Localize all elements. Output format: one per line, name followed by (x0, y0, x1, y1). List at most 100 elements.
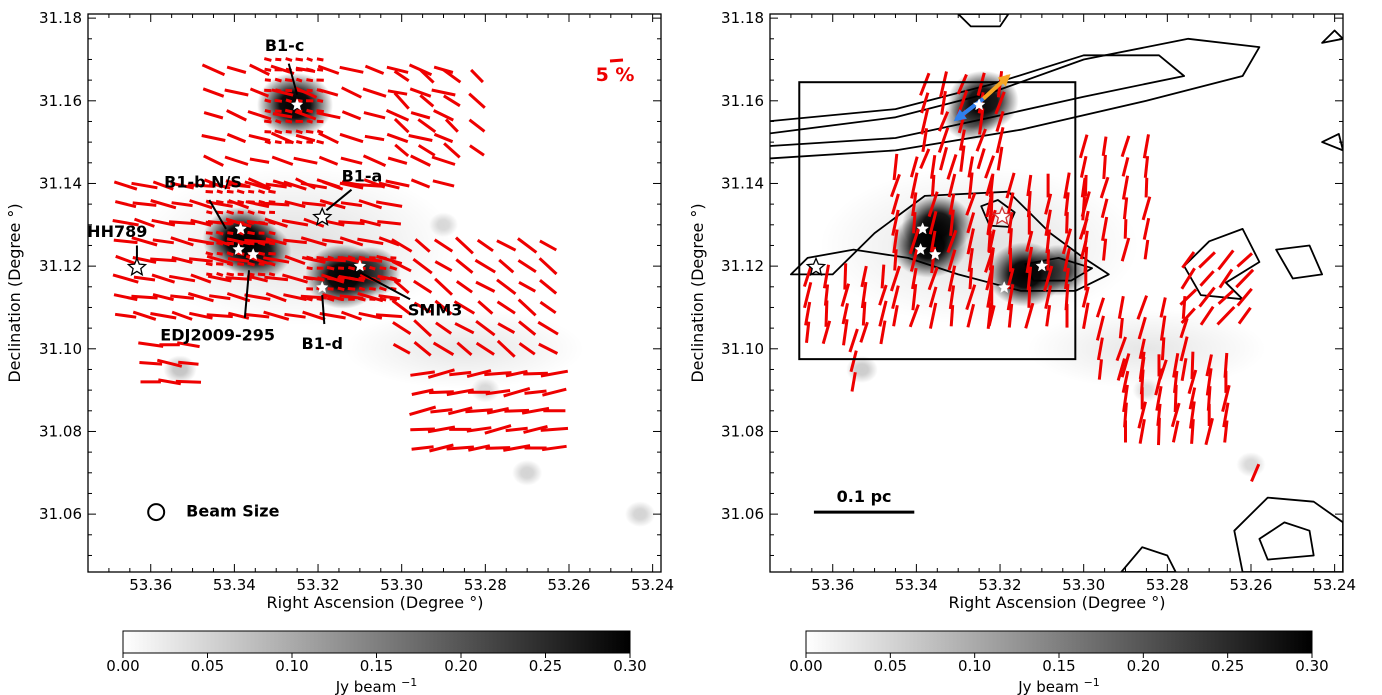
polarization-vector (114, 312, 137, 319)
polarization-vector (272, 112, 293, 119)
polarization-vector (320, 273, 345, 284)
polarization-vector (475, 280, 496, 293)
polarization-vector (190, 218, 212, 227)
right-panel: 53.36 53.34 53.32 53.30 53.28 53.26 53.24 31.06… (688, 9, 1356, 695)
colorbar-tick-label: 0.05 (191, 657, 224, 675)
polarization-vector (518, 320, 537, 336)
polarization-vector (203, 111, 224, 120)
dust-core (512, 459, 543, 486)
polarization-vector (417, 118, 437, 134)
polarization-vector (359, 218, 381, 227)
y-tick-label: 31.06 (39, 505, 82, 523)
polarization-vector (226, 109, 247, 122)
polarization-vector (316, 109, 325, 114)
y-tick-label: 31.10 (721, 340, 764, 358)
polarization-vector (967, 247, 974, 272)
y-tick-label: 31.10 (39, 340, 82, 358)
polarization-vector (156, 358, 183, 368)
polarization-vector (201, 134, 226, 142)
polarization-vector (378, 286, 387, 292)
polarization-vector (1102, 238, 1108, 261)
polarization-vector (1096, 337, 1104, 361)
x-tick-label: 53.36 (811, 576, 854, 594)
polarization-vector (285, 130, 292, 134)
polarization-vector (1141, 196, 1152, 221)
polarization-vector (268, 200, 276, 204)
colorbar-tick-label: 0.00 (789, 657, 822, 675)
polarization-vector (939, 71, 948, 98)
polarization-vector (131, 181, 158, 190)
colorbar-label-exponent: −1 (1084, 676, 1100, 689)
contour-line (1321, 29, 1343, 44)
polarization-vector (274, 129, 283, 135)
polarization-vector (133, 275, 156, 282)
polarization-vector (264, 98, 272, 104)
polarization-vector (357, 237, 384, 246)
y-tick-label: 31.12 (721, 257, 764, 275)
protostar-marker (997, 280, 1011, 294)
polarization-vector (152, 293, 174, 302)
polarization-vector (247, 209, 255, 215)
polarization-vector (446, 445, 475, 451)
polarization-vector (1142, 134, 1150, 159)
polarization-vector (1026, 174, 1033, 197)
polarization-vector (429, 390, 454, 395)
polarization-vector (967, 172, 974, 199)
polarization-vector (860, 281, 868, 309)
polarization-vector (1250, 463, 1261, 482)
polarization-vector (215, 262, 224, 266)
polarization-vector (1138, 351, 1146, 380)
polarization-vector (803, 281, 813, 309)
polarization-vector (281, 219, 309, 227)
polarization-vector (1025, 230, 1034, 252)
polarization-vector (965, 192, 977, 216)
polarization-vector (995, 110, 1005, 133)
x-tick-label: 53.28 (1146, 576, 1189, 594)
polarization-vector (1043, 265, 1054, 292)
polarization-vector (284, 108, 293, 114)
polarization-vector (1063, 247, 1071, 272)
polarization-vector (911, 283, 918, 311)
polarization-vector (880, 264, 886, 289)
polarization-vector (274, 109, 282, 113)
polarization-vector (413, 301, 432, 314)
protostar-marker (972, 98, 986, 111)
polarization-vector (322, 293, 344, 302)
polarization-vector (975, 128, 987, 152)
polarization-vector (1082, 302, 1090, 329)
polarization-vector (386, 65, 409, 74)
polarization-vector (1079, 239, 1088, 260)
polarization-vector (889, 173, 901, 198)
polarization-vector (171, 255, 193, 264)
polarization-vector (358, 311, 383, 320)
protostar-marker (315, 280, 329, 294)
polarization-vector (468, 92, 486, 109)
polarization-vector (283, 293, 307, 302)
polarization-vector (263, 119, 272, 124)
polarization-vector (419, 94, 435, 108)
polarization-vector (1159, 315, 1167, 341)
polarization-vector (358, 199, 383, 210)
polarization-vector (889, 265, 901, 292)
polarization-vector (227, 231, 234, 235)
polarization-vector (497, 322, 516, 335)
beam-size-label: Beam Size (186, 502, 279, 521)
polarization-vector (958, 129, 966, 151)
y-tick-label: 31.18 (39, 9, 82, 27)
polarization-vector (237, 210, 244, 215)
polarization-vector (848, 328, 859, 353)
polarization-vector (246, 219, 269, 226)
polarization-vector (496, 339, 516, 358)
dust-core (1028, 244, 1089, 296)
polarization-vector (1081, 196, 1086, 221)
polarization-vector (996, 146, 1004, 171)
polarization-vector (268, 252, 276, 256)
y-tick-label: 31.18 (721, 9, 764, 27)
polarization-vector (1237, 306, 1252, 325)
polarization-vector (358, 257, 383, 263)
polarization-vector (257, 210, 266, 215)
polarization-vector (908, 228, 920, 255)
polarization-vector (849, 350, 858, 373)
polarization-vector (216, 251, 223, 256)
polarization-vector (976, 72, 986, 97)
